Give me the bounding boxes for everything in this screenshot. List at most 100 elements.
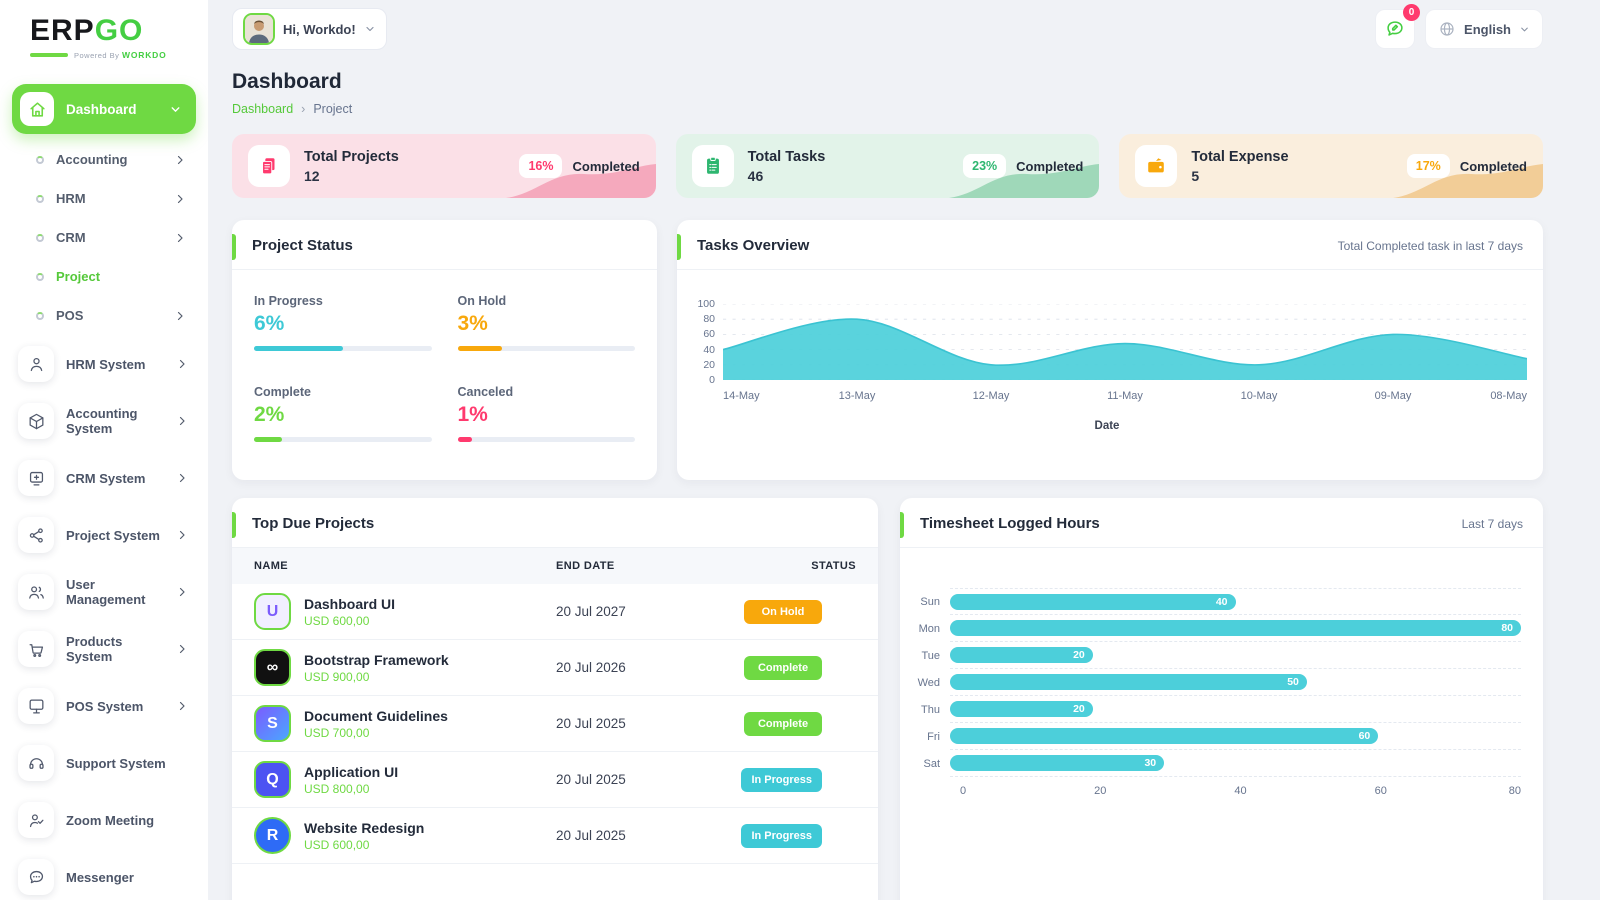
status-metric-on-hold: On Hold 3%: [457, 294, 635, 351]
project-cell: S Document Guidelines USD 700,00: [254, 705, 556, 742]
sidebar-item-hrm[interactable]: HRM: [12, 179, 196, 218]
sidebar-item-accounting[interactable]: Accounting: [12, 140, 196, 179]
bar: 50: [950, 674, 1307, 690]
column-header-status: STATUS: [811, 560, 856, 572]
timesheet-row-fri: Fri 60: [914, 723, 1521, 750]
project-name[interactable]: Application UI: [304, 763, 399, 780]
table-row[interactable]: Q Application UI USD 800,00 20 Jul 2025 In P…: [232, 752, 878, 808]
bullet-icon: [36, 233, 44, 242]
timesheet-chart: Sun 40 Mon 80 Tue 20 Wed 50 Thu 20 Fri 60 Sat 30: [900, 548, 1543, 777]
home-icon: [20, 92, 54, 126]
project-name[interactable]: Document Guidelines: [304, 707, 448, 724]
sidebar-item-pos[interactable]: POS: [12, 296, 196, 335]
x-tick-label: 14-May: [723, 390, 760, 402]
sidebar: ERPGO Powered By WORKDO Dashboard Accoun…: [0, 0, 208, 900]
sidebar-item-label: Project System: [66, 527, 160, 543]
sidebar-item-label: HRM: [56, 191, 86, 206]
table-row[interactable]: S Document Guidelines USD 700,00 20 Jul 202…: [232, 696, 878, 752]
sidebar-item-support-system[interactable]: Support System: [12, 738, 196, 788]
y-tick-label: 80: [703, 313, 715, 326]
status-metric-value: 3%: [457, 312, 488, 335]
x-axis-labels: 14-May 13-May 12-May 11-May 10-May 09-May 08-M…: [723, 390, 1527, 406]
messages-button[interactable]: 0: [1375, 4, 1421, 49]
bar: 30: [950, 755, 1165, 771]
messenger-icon: [18, 859, 54, 895]
stat-value: 46: [747, 167, 764, 184]
sidebar-item-label: POS: [56, 308, 84, 323]
project-name[interactable]: Dashboard UI: [304, 595, 396, 612]
sidebar-item-project-system[interactable]: Project System: [12, 510, 196, 560]
table-header: NAME END DATE STATUS: [232, 548, 878, 584]
breadcrumb-current: Project: [313, 102, 353, 116]
progress-bar: [457, 346, 635, 351]
x-tick-label: 80: [1508, 785, 1521, 797]
page-title: Dashboard: [232, 70, 342, 93]
x-axis-labels: 0 20 40 60 80: [960, 785, 1521, 801]
user-menu-button[interactable]: Hi, Workdo!: [232, 8, 387, 50]
status-metric-label: Canceled: [457, 385, 514, 399]
tasks-overview-chart: 100 80 60 40 20 0 14-May 13-May 12-May 11-May 10-…: [677, 270, 1543, 432]
sidebar-item-crm[interactable]: CRM: [12, 218, 196, 257]
project-name[interactable]: Bootstrap Framework: [304, 651, 449, 668]
sidebar-item-label: Products System: [66, 634, 123, 664]
card-title: Timesheet Logged Hours: [920, 515, 1100, 532]
chevron-right-icon: [176, 586, 188, 598]
card-subtitle: Last 7 days: [1461, 516, 1523, 531]
project-end-date: 20 Jul 2025: [556, 716, 626, 731]
card-title: Tasks Overview: [697, 237, 810, 254]
project-name[interactable]: Website Redesign: [304, 819, 425, 836]
sidebar-item-label: POS System: [66, 698, 144, 714]
language-selector[interactable]: English: [1425, 9, 1543, 49]
project-logo-icon: S: [254, 705, 291, 742]
chevron-right-icon: [176, 700, 188, 712]
x-tick-label: 12-May: [972, 390, 1010, 402]
sidebar-item-label: Messenger: [66, 869, 134, 885]
bar-value-label: 20: [1073, 703, 1085, 715]
sidebar-item-project[interactable]: Project: [12, 257, 196, 296]
y-axis-labels: 100 80 60 40 20 0: [687, 298, 723, 386]
sidebar-item-accounting-system[interactable]: Accounting System: [12, 396, 196, 446]
support-icon: [18, 745, 54, 781]
x-tick-label: 08-May: [1490, 390, 1527, 402]
sidebar-item-messenger-system[interactable]: Messenger: [12, 852, 196, 900]
sidebar-item-label: Dashboard: [66, 101, 137, 117]
app-logo[interactable]: ERPGO Powered By WORKDO: [12, 10, 196, 62]
sidebar-item-label: Support System: [66, 755, 166, 771]
bar-track: 20: [950, 696, 1521, 723]
tasks-overview-card: Tasks Overview Total Completed task in l…: [677, 220, 1543, 480]
y-tick-label: 20: [703, 358, 715, 371]
table-row[interactable]: U Dashboard UI USD 600,00 20 Jul 2027 On Hol…: [232, 584, 878, 640]
bar-track: 50: [950, 669, 1521, 696]
sidebar-item-dashboard[interactable]: Dashboard: [12, 84, 196, 134]
bar-category-label: Fri: [927, 730, 940, 743]
products-icon: [18, 631, 54, 667]
status-badge: In Progress: [741, 767, 822, 792]
table-row[interactable]: ∞ Bootstrap Framework USD 900,00 20 Jul 202…: [232, 640, 878, 696]
project-price: USD 900,00: [304, 669, 370, 684]
sidebar-item-pos-system[interactable]: POS System: [12, 681, 196, 731]
project-cell: R Website Redesign USD 600,00: [254, 817, 556, 854]
area-chart-svg: [723, 304, 1527, 380]
bullet-icon: [36, 194, 44, 203]
table-row[interactable]: R Website Redesign USD 600,00 20 Jul 2025 In…: [232, 808, 878, 864]
status-metric-label: On Hold: [457, 294, 507, 308]
sidebar-item-users-system[interactable]: User Management: [12, 567, 196, 617]
users-icon: [18, 574, 54, 610]
sidebar-item-hrm-system[interactable]: HRM System: [12, 339, 196, 389]
sidebar-item-zoom-system[interactable]: Zoom Meeting: [12, 795, 196, 845]
bar-value-label: 20: [1073, 649, 1085, 661]
user-avatar: [243, 13, 275, 45]
sidebar-item-products-system[interactable]: Products System: [12, 624, 196, 674]
breadcrumb-dashboard-link[interactable]: Dashboard: [232, 102, 294, 116]
stat-label: Total Projects: [304, 148, 399, 165]
progress-bar-fill: [254, 437, 283, 442]
chevron-down-icon: [169, 103, 182, 116]
sidebar-item-label: Project: [56, 269, 101, 284]
chevron-right-icon: [176, 472, 188, 484]
breadcrumb-separator: ›: [301, 102, 306, 116]
sidebar-item-crm-system[interactable]: CRM System: [12, 453, 196, 503]
x-tick-label: 10-May: [1240, 390, 1278, 402]
bar-track: 30: [950, 750, 1521, 777]
stat-completed-label: Completed: [1459, 158, 1527, 174]
progress-bar: [254, 437, 432, 442]
